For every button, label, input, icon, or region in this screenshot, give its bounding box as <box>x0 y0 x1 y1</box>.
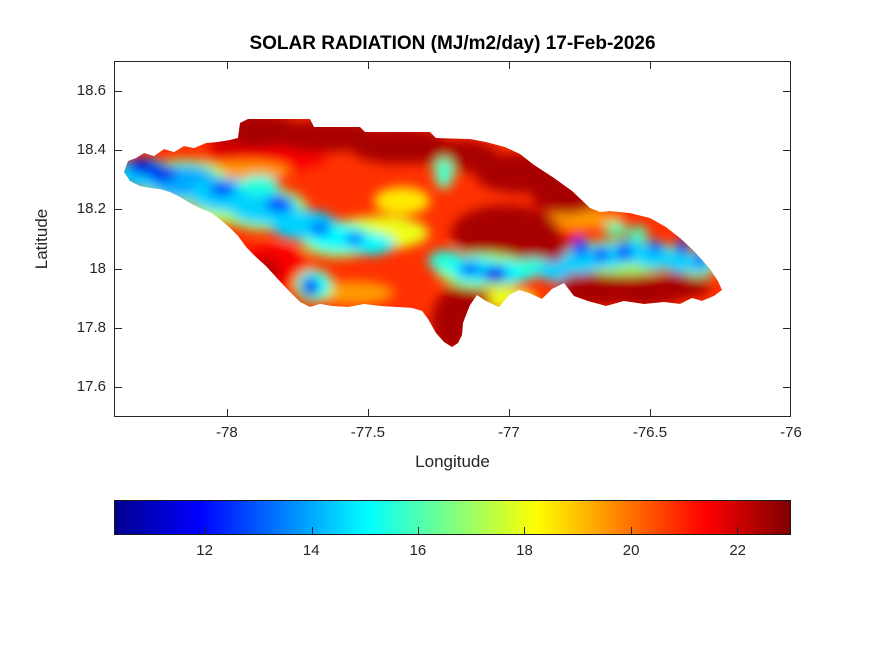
colorbar-tick <box>311 527 313 534</box>
colorbar-tick <box>630 527 632 534</box>
y-tick-label: 18 <box>89 259 106 277</box>
colorbar-tick <box>205 527 207 534</box>
x-tick-label: -78 <box>215 424 238 441</box>
colorbar-tick-label: 18 <box>516 542 533 559</box>
colorbar-tick-labels: 12 14 16 18 20 22 <box>114 542 791 562</box>
x-tick-label: -76 <box>780 424 802 441</box>
x-tick-label: -77.5 <box>350 424 385 441</box>
x-tick-label: -76.5 <box>632 424 668 441</box>
y-tick-label: 17.8 <box>76 319 106 336</box>
x-tick-labels: -78 -77.5 -77 -76.5 -76 <box>114 424 802 444</box>
colorbar <box>114 500 791 535</box>
colorbar-tick <box>417 527 419 534</box>
colorbar-tick <box>736 527 738 534</box>
x-tick-label: -77 <box>498 424 520 441</box>
y-tick-label: 18.6 <box>76 81 106 99</box>
colorbar-tick-label: 22 <box>729 542 747 559</box>
y-tick-label: 17.6 <box>76 378 106 396</box>
colorbar-tick-label: 12 <box>196 542 213 559</box>
y-tick-label: 18.4 <box>76 141 106 158</box>
plot-title: SOLAR RADIATION (MJ/m2/day) 17-Feb-2026 <box>249 33 656 54</box>
map-plot-area <box>114 61 791 417</box>
y-tick-labels: 18.6 18.4 18.2 18 17.8 17.6 <box>40 61 106 417</box>
colorbar-tick-label: 16 <box>409 542 427 559</box>
colorbar-tick <box>524 527 526 534</box>
jamaica-heatmap <box>124 119 722 347</box>
x-axis-label: Longitude <box>415 452 490 471</box>
y-tick-label: 18.2 <box>76 200 106 218</box>
colorbar-tick-label: 14 <box>302 542 320 559</box>
colorbar-tick-label: 20 <box>622 542 640 559</box>
